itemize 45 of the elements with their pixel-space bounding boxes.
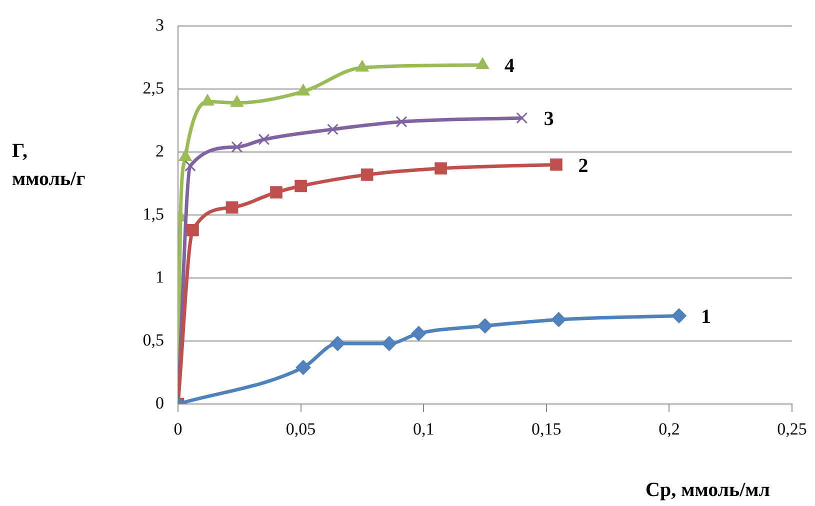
point (184, 160, 196, 172)
y-tick-label: 0 (156, 393, 164, 412)
point (327, 124, 338, 136)
x-tick-label: 0 (174, 420, 182, 439)
point (411, 326, 426, 341)
x-tick-label: 0,2 (658, 420, 680, 439)
point (231, 141, 243, 153)
point (478, 318, 492, 334)
x-tick-label: 0,25 (777, 420, 807, 439)
x-axis-title: Ср, ммоль/мл (646, 479, 770, 501)
y-tick-label: 0,5 (142, 330, 164, 350)
point (330, 336, 346, 352)
point (396, 116, 408, 128)
x-tick-label: 0,05 (286, 420, 316, 439)
point (186, 224, 199, 236)
point (200, 94, 214, 106)
point (551, 312, 566, 328)
series-label: 4 (504, 55, 515, 78)
point (296, 84, 310, 96)
y-tick-label: 2,5 (142, 78, 164, 98)
point (476, 58, 490, 70)
point (230, 95, 244, 107)
series-label: 3 (544, 108, 554, 130)
series-label: 2 (578, 154, 588, 177)
point (550, 158, 562, 171)
point (226, 201, 238, 214)
y-tick-label: 1 (156, 267, 164, 286)
y-axis-title: Г, ммоль/г (12, 140, 86, 190)
point (294, 180, 307, 192)
y-tick-label: 1,5 (142, 204, 164, 224)
y-tick-label: 2 (156, 141, 164, 160)
point (382, 336, 397, 352)
x-tick-label: 0,1 (412, 420, 434, 439)
y-tick-label: 3 (156, 15, 164, 34)
point (434, 162, 447, 175)
point (178, 150, 192, 162)
point (516, 112, 528, 124)
point (270, 186, 282, 198)
point (296, 360, 311, 375)
x-tick-label: 0,15 (532, 420, 562, 439)
point (360, 168, 374, 181)
point (258, 134, 270, 146)
point (672, 308, 687, 324)
series-label: 1 (701, 306, 712, 328)
point (356, 60, 369, 72)
